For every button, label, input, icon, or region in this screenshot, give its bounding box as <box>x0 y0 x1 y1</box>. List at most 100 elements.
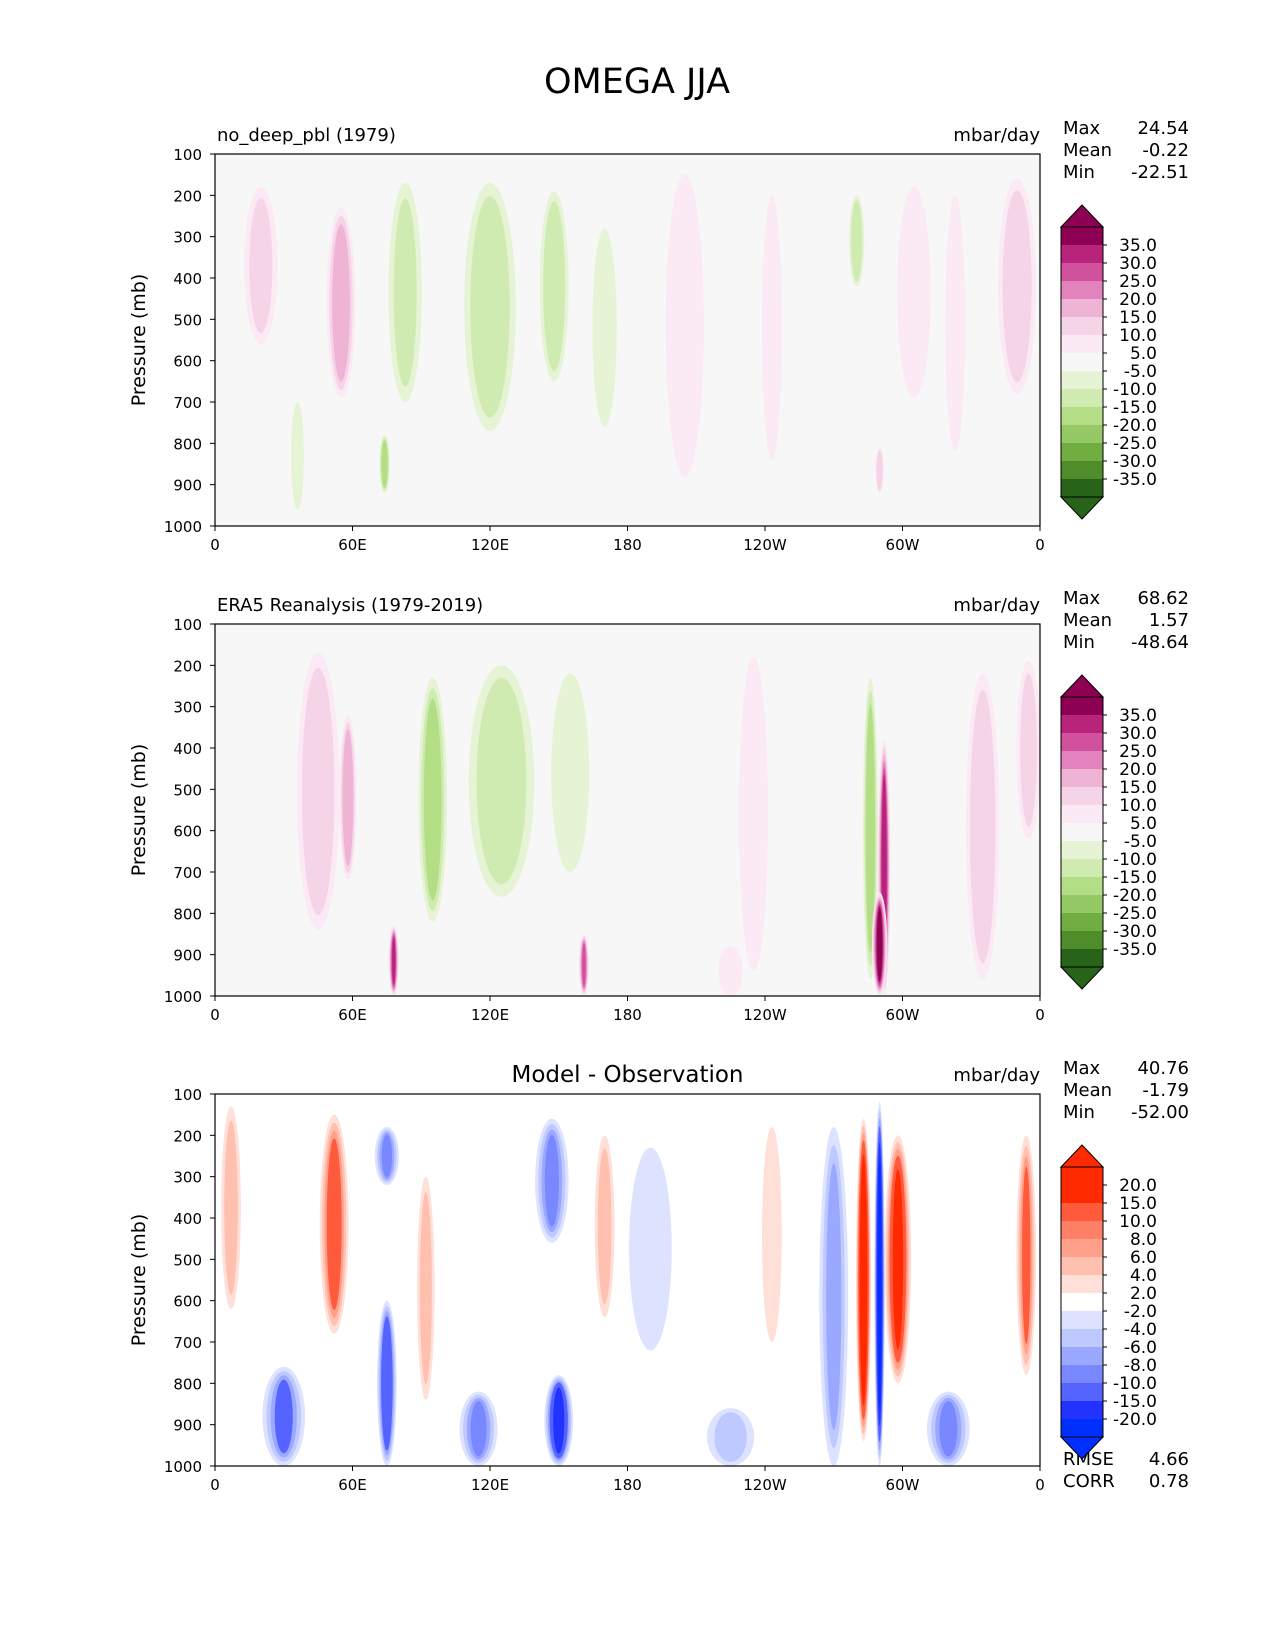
colorbar-label: -5.0 <box>1124 832 1157 852</box>
colorbar-cell <box>1061 949 1103 967</box>
contour-blob <box>293 409 302 502</box>
contour-blob <box>582 943 586 987</box>
y-tick-label: 1000 <box>164 518 202 536</box>
colorbar-cell <box>1061 1383 1103 1401</box>
colorbar-cell <box>1061 1347 1103 1365</box>
contour-blob <box>544 1134 559 1227</box>
y-tick-label: 600 <box>173 1293 202 1311</box>
contour-blob <box>381 1134 393 1178</box>
contour-blob <box>714 1412 747 1462</box>
contour-blob <box>939 1401 958 1457</box>
colorbar-label: 20.0 <box>1119 760 1157 780</box>
y-tick-label: 300 <box>173 1169 202 1187</box>
x-tick-label: 60E <box>338 536 367 554</box>
y-tick-label: 500 <box>173 781 202 799</box>
stat-value: 4.66 <box>1149 1449 1189 1470</box>
colorbar-label: -20.0 <box>1113 1410 1157 1430</box>
contour-blob <box>596 242 613 413</box>
x-tick-label: 60W <box>886 1006 920 1024</box>
x-tick-label: 120E <box>471 536 509 554</box>
contour-blob <box>476 209 504 405</box>
contour-blob <box>470 1401 487 1457</box>
y-tick-label: 300 <box>173 699 202 717</box>
colorbar-cell <box>1061 299 1103 317</box>
contour-blob <box>382 442 387 486</box>
colorbar-cell <box>1061 425 1103 443</box>
colorbar-cell <box>1061 913 1103 931</box>
colorbar-label: -30.0 <box>1113 452 1157 472</box>
colorbar-label: 8.0 <box>1130 1230 1157 1250</box>
stat-label: Min <box>1063 162 1095 183</box>
contour-blob <box>878 1166 882 1402</box>
colorbar-cell <box>1061 1419 1103 1437</box>
colorbar-label: -2.0 <box>1124 1302 1157 1322</box>
units-label: mbar/day <box>953 125 1040 146</box>
colorbar-label: -15.0 <box>1113 868 1157 888</box>
colorbar-label: -4.0 <box>1124 1320 1157 1340</box>
panel-title: Model - Observation <box>511 1062 743 1088</box>
colorbar-cell <box>1061 787 1103 805</box>
colorbar-label: -25.0 <box>1113 904 1157 924</box>
contour-blob <box>852 205 861 277</box>
y-tick-label: 400 <box>173 740 202 758</box>
y-tick-label: 200 <box>173 1127 202 1145</box>
colorbar-cell <box>1061 823 1103 841</box>
colorbar-label: -35.0 <box>1113 940 1157 960</box>
colorbar-extend-top <box>1059 204 1105 228</box>
contour-blob <box>334 232 348 374</box>
y-tick-label: 1000 <box>164 1458 202 1476</box>
colorbar-label: 15.0 <box>1119 1194 1157 1214</box>
x-tick-label: 0 <box>1035 536 1045 554</box>
y-tick-label: 500 <box>173 311 202 329</box>
stat-label: Min <box>1063 1102 1095 1123</box>
panel-title: ERA5 Reanalysis (1979-2019) <box>217 595 483 616</box>
colorbar-cell <box>1061 1311 1103 1329</box>
colorbar-label: 15.0 <box>1119 308 1157 328</box>
stat-value: 24.54 <box>1137 118 1189 139</box>
contour-blob <box>1007 201 1028 371</box>
colorbar-cell <box>1061 841 1103 859</box>
colorbar-label: -35.0 <box>1113 470 1157 490</box>
x-tick-label: 120W <box>743 536 787 554</box>
contour-blob <box>826 1163 842 1430</box>
colorbar-cell <box>1061 697 1103 715</box>
stat-value: 0.78 <box>1149 1471 1189 1492</box>
colorbar-label: -20.0 <box>1113 886 1157 906</box>
colorbar-cell <box>1061 751 1103 769</box>
colorbar-label: -6.0 <box>1124 1338 1157 1358</box>
contour-blob <box>671 195 698 456</box>
contour-blob <box>1022 1166 1031 1344</box>
contour-field <box>244 174 1037 510</box>
y-tick-label: 300 <box>173 229 202 247</box>
stat-value: -1.79 <box>1142 1080 1189 1101</box>
colorbar-label: -30.0 <box>1113 922 1157 942</box>
panel-title: no_deep_pbl (1979) <box>217 125 396 146</box>
x-tick-label: 0 <box>1035 1006 1045 1024</box>
colorbar-label: 10.0 <box>1119 326 1157 346</box>
contour-blob <box>224 1120 238 1295</box>
contour-blob <box>894 1176 902 1343</box>
colorbar-frame <box>1060 226 1104 498</box>
x-tick-label: 120E <box>471 1006 509 1024</box>
colorbar-label: 25.0 <box>1119 742 1157 762</box>
colorbar-extend-top <box>1059 1144 1105 1168</box>
colorbar-cell <box>1061 317 1103 335</box>
y-axis-label: Pressure (mb) <box>128 274 150 407</box>
y-tick-label: 800 <box>173 905 202 923</box>
contour-blob <box>306 682 330 901</box>
colorbar-label: 6.0 <box>1130 1248 1157 1268</box>
x-tick-label: 120E <box>471 1476 509 1494</box>
stat-label: Max <box>1063 118 1101 139</box>
y-tick-label: 600 <box>173 823 202 841</box>
contour-blob <box>554 1390 563 1452</box>
colorbar-label: -15.0 <box>1113 1392 1157 1412</box>
stat-label: Mean <box>1063 140 1112 161</box>
colorbar-cell <box>1061 1167 1103 1185</box>
colorbar-cell <box>1061 245 1103 263</box>
colorbar-label: 30.0 <box>1119 724 1157 744</box>
colorbar-label: -20.0 <box>1113 416 1157 436</box>
colorbar-cell <box>1061 371 1103 389</box>
contour-blob <box>546 211 562 361</box>
stat-label: Max <box>1063 588 1101 609</box>
